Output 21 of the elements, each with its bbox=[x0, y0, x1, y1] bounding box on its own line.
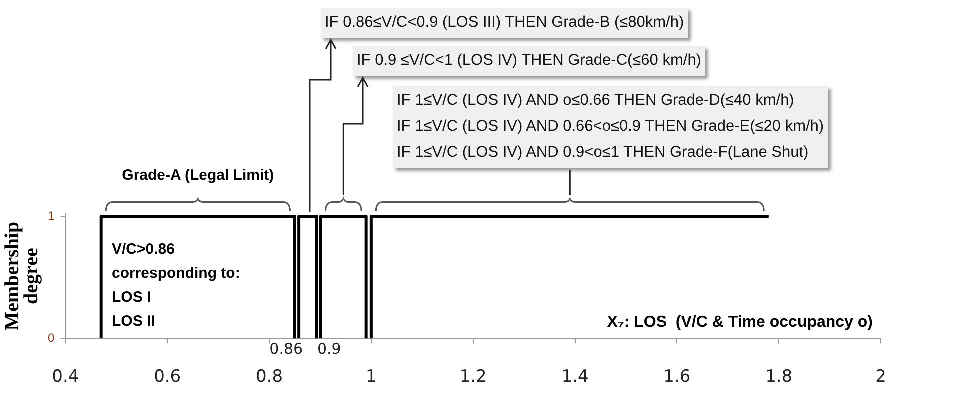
text: IF 0.86≤V/C<0.9 (LOS III) THEN Grade-B (≤80km/h) bbox=[321, 8, 688, 38]
x-tick-label: 1.2 bbox=[460, 367, 487, 388]
annotation: V/C>0.86 corresponding to: LOS I LOS II bbox=[112, 240, 240, 332]
y-tick-label: 0 bbox=[48, 330, 55, 345]
x-tick-label: 1.4 bbox=[562, 367, 589, 388]
text: IF 1≤V/C (LOS IV) AND 0.66<o≤0.9 THEN Grade-E(≤20 km/h) bbox=[397, 117, 824, 137]
x-tick-label: 0.8 bbox=[256, 367, 284, 388]
text: Grade-A (Legal Limit) bbox=[122, 167, 274, 184]
x-tick-label: 1.8 bbox=[766, 367, 793, 388]
x-axis-title: X₇: LOS (V/C & Time occupancy o) bbox=[607, 314, 873, 332]
x-tick-label: 1.6 bbox=[664, 367, 691, 388]
x-tick-label: 0.4 bbox=[52, 367, 80, 388]
text: IF 1≤V/C (LOS IV) AND o≤0.66 THEN Grade-D(≤40 km/h) bbox=[397, 91, 796, 111]
text: IF 0.9 ≤V/C<1 (LOS IV) THEN Grade-C(≤60 km/h) bbox=[353, 46, 706, 76]
annotation: 0.86 bbox=[270, 340, 304, 358]
y-axis-title: Membership degree bbox=[2, 222, 43, 331]
x-tick-label: 0.6 bbox=[154, 367, 182, 388]
x-tick-label: 1 bbox=[366, 367, 377, 388]
text: IF 1≤V/C (LOS IV) AND 0.9<o≤1 THEN Grade-F(Lane Shut) bbox=[397, 143, 810, 163]
annotation: 0.9 bbox=[317, 340, 342, 358]
x-tick-label: 2 bbox=[876, 367, 886, 388]
